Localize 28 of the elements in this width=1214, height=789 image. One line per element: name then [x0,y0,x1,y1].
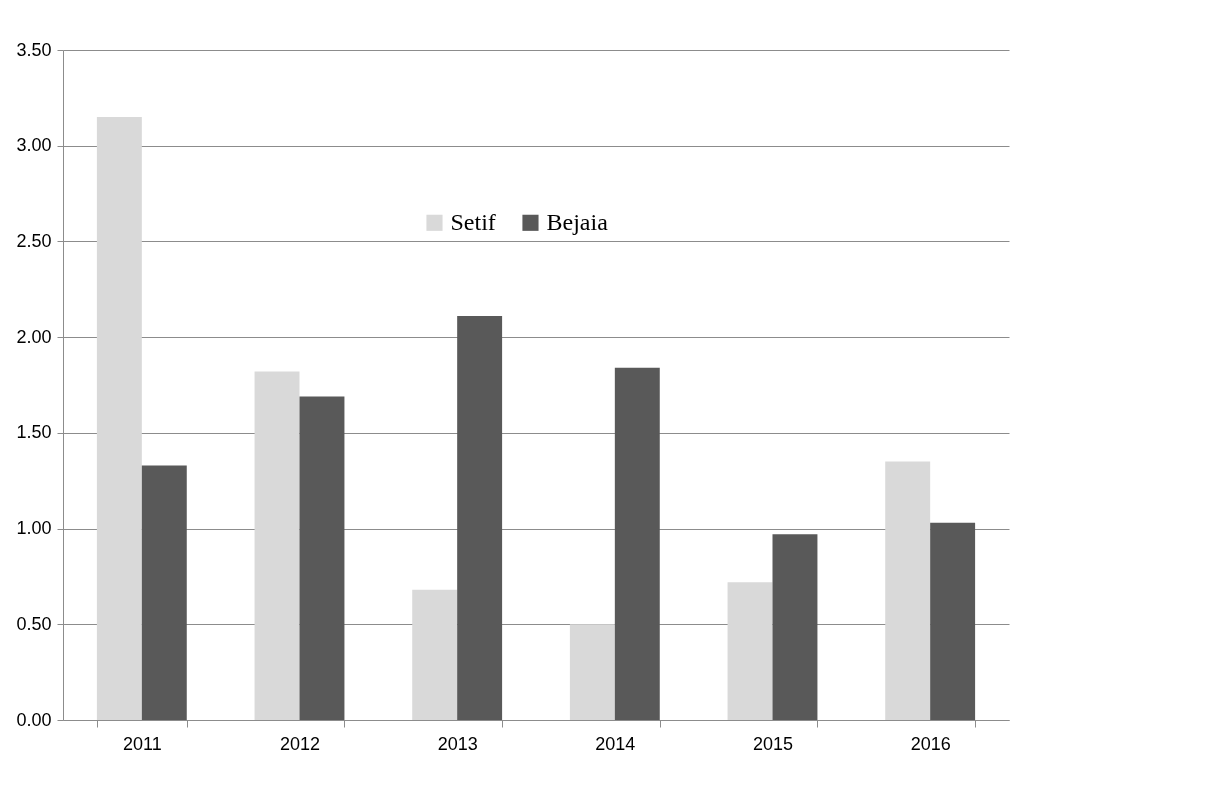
y-tick-label: 0.50 [16,613,52,634]
x-tick-label: 2015 [752,733,794,754]
y-tick-label: 3.50 [16,39,52,60]
bar [141,465,187,720]
bar [457,316,503,720]
bar [412,589,458,720]
y-tick-label: 1.00 [16,518,52,539]
x-tick-label: 2013 [437,733,478,754]
x-tick-label: 2012 [279,733,321,754]
bar [299,396,345,720]
y-tick-label: 2.00 [16,326,52,347]
y-tick-label: 2.50 [16,230,52,251]
legend-label: Bejaia [546,208,609,235]
y-tick-label: 3.00 [16,135,52,156]
bar [885,461,931,720]
x-tick-label: 2014 [595,733,636,754]
bar [569,624,615,720]
x-tick-label: 2011 [122,733,162,754]
legend-label: Setif [450,208,496,235]
bar [96,117,142,720]
bar [727,582,773,720]
y-tick-label: 1.50 [16,422,52,443]
bar [772,534,818,720]
y-tick-label: 0.00 [16,709,52,730]
bar [614,367,660,720]
x-tick-label: 2016 [910,733,951,754]
bar [930,522,976,720]
bar [254,371,300,720]
